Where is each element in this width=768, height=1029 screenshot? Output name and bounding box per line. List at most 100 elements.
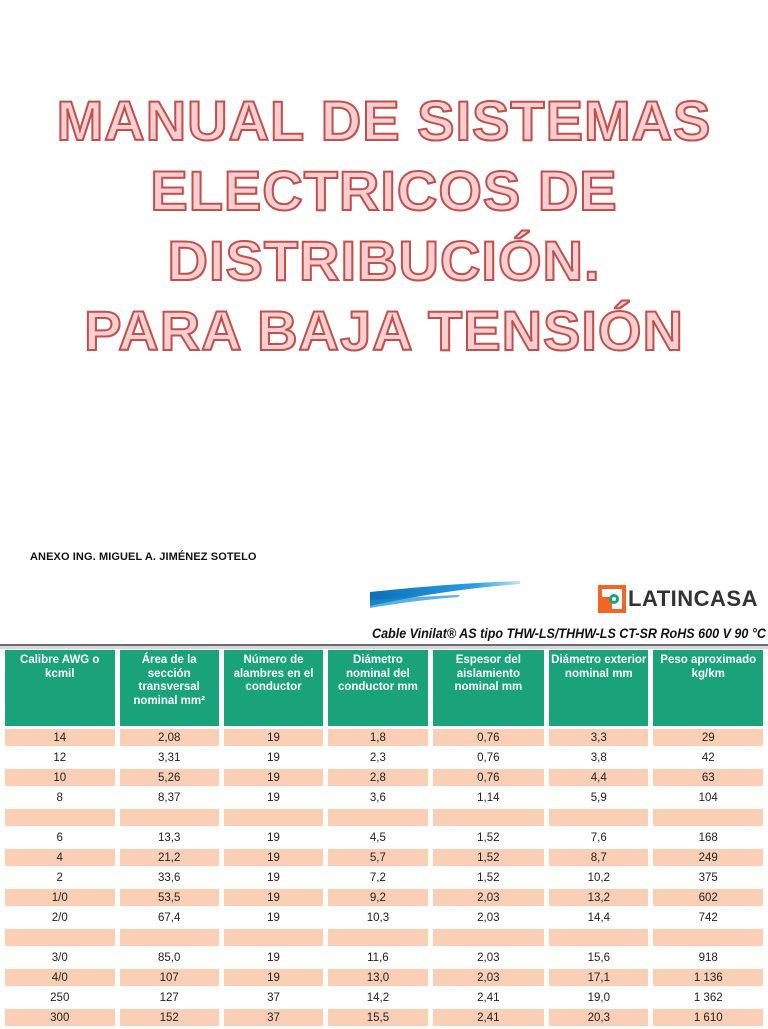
table-cell: 0,76	[433, 729, 545, 746]
header-insulation-thickness: Espesor del aislamiento nominal mm	[433, 650, 545, 726]
table-cell: 17,1	[549, 969, 648, 986]
table-cell: 3,6	[328, 789, 427, 806]
table-cell	[433, 929, 545, 946]
table-cell: 14,2	[328, 989, 427, 1006]
table-cell: 19	[224, 969, 323, 986]
table-cell: 152	[120, 1009, 219, 1026]
table-cell: 19	[224, 749, 323, 766]
table-cell: 3,31	[120, 749, 219, 766]
table-cell: 15,6	[549, 949, 648, 966]
table-cell: 127	[120, 989, 219, 1006]
table-cell: 250	[5, 989, 115, 1006]
table-cell: 67,4	[120, 909, 219, 926]
table-cell: 15,5	[328, 1009, 427, 1026]
table-cell: 249	[653, 849, 763, 866]
annex-author: ANEXO ING. MIGUEL A. JIMÉNEZ SOTELO	[30, 551, 257, 563]
table-cell: 1,52	[433, 869, 545, 886]
table-cell: 12	[5, 749, 115, 766]
table-cell: 1/0	[5, 889, 115, 906]
table-cell: 7,2	[328, 869, 427, 886]
table-cell	[653, 929, 763, 946]
table-row: 10 5,26 19 2,8 0,76 4,4 63	[5, 769, 763, 786]
table-cell	[549, 929, 648, 946]
table-cell: 19	[224, 889, 323, 906]
table-cell: 4/0	[5, 969, 115, 986]
table-cell: 14	[5, 729, 115, 746]
table-cell: 1 136	[653, 969, 763, 986]
table-cell: 29	[653, 729, 763, 746]
table-cell: 33,6	[120, 869, 219, 886]
cable-heading: Cable Vinilat® AS tipo THW-LS/THHW-LS CT…	[372, 626, 766, 641]
brand-swoosh-graphic	[370, 580, 520, 610]
cable-spec-table: Calibre AWG o kcmil Área de la sección t…	[0, 647, 768, 1029]
table-cell: 4	[5, 849, 115, 866]
header-conductor-diameter: Diámetro nominal del conductor mm	[328, 650, 427, 726]
table-cell: 14,4	[549, 909, 648, 926]
table-row: 6 13,3 19 4,5 1,52 7,6 168	[5, 829, 763, 846]
table-cell: 10,3	[328, 909, 427, 926]
table-cell	[5, 929, 115, 946]
table-cell: 375	[653, 869, 763, 886]
table-cell: 19,0	[549, 989, 648, 1006]
header-outer-diameter: Diámetro exterior nominal mm	[549, 650, 648, 726]
table-row: 2 33,6 19 7,2 1,52 10,2 375	[5, 869, 763, 886]
table-cell: 2,03	[433, 889, 545, 906]
table-cell: 742	[653, 909, 763, 926]
table-cell: 5,7	[328, 849, 427, 866]
table-cell: 5,9	[549, 789, 648, 806]
document-title: MANUAL DE SISTEMAS ELECTRICOS DE DISTRIB…	[0, 86, 768, 366]
table-cell: 2,08	[120, 729, 219, 746]
table-cell	[120, 809, 219, 826]
table-cell: 20,3	[549, 1009, 648, 1026]
header-gauge: Calibre AWG o kcmil	[5, 650, 115, 726]
table-cell: 13,0	[328, 969, 427, 986]
table-row	[5, 809, 763, 826]
table-cell: 3/0	[5, 949, 115, 966]
header-area: Área de la sección transversal nominal m…	[120, 650, 219, 726]
table-cell: 3,3	[549, 729, 648, 746]
table-cell: 107	[120, 969, 219, 986]
table-cell: 19	[224, 949, 323, 966]
table-row: 1/0 53,5 19 9,2 2,03 13,2 602	[5, 889, 763, 906]
table-cell: 21,2	[120, 849, 219, 866]
table-cell: 19	[224, 829, 323, 846]
table-cell	[549, 809, 648, 826]
table-cell: 10	[5, 769, 115, 786]
table-cell: 168	[653, 829, 763, 846]
table-cell: 19	[224, 789, 323, 806]
table-cell: 11,6	[328, 949, 427, 966]
title-line-2: ELECTRICOS DE	[0, 156, 768, 226]
table-cell: 1,14	[433, 789, 545, 806]
table-row: 12 3,31 19 2,3 0,76 3,8 42	[5, 749, 763, 766]
table-cell	[653, 809, 763, 826]
table-row: 4/0 107 19 13,0 2,03 17,1 1 136	[5, 969, 763, 986]
table-cell: 37	[224, 989, 323, 1006]
table-row: 4 21,2 19 5,7 1,52 8,7 249	[5, 849, 763, 866]
table-cell: 2/0	[5, 909, 115, 926]
table-cell: 3,8	[549, 749, 648, 766]
table-cell: 2,03	[433, 909, 545, 926]
table-cell: 8,7	[549, 849, 648, 866]
table-header-row: Calibre AWG o kcmil Área de la sección t…	[5, 650, 763, 726]
table-cell: 9,2	[328, 889, 427, 906]
table-row: 250 127 37 14,2 2,41 19,0 1 362	[5, 989, 763, 1006]
table-cell	[433, 809, 545, 826]
header-wire-count: Número de alambres en el conductor	[224, 650, 323, 726]
table-cell: 2,03	[433, 949, 545, 966]
table-row: 8 8,37 19 3,6 1,14 5,9 104	[5, 789, 763, 806]
table-cell: 1,8	[328, 729, 427, 746]
table-cell: 2,41	[433, 989, 545, 1006]
table-cell: 37	[224, 1009, 323, 1026]
table-cell: 13,2	[549, 889, 648, 906]
table-cell: 2,03	[433, 969, 545, 986]
table-cell: 85,0	[120, 949, 219, 966]
table-cell: 19	[224, 909, 323, 926]
table-cell: 104	[653, 789, 763, 806]
table-cell: 19	[224, 729, 323, 746]
table-cell: 19	[224, 769, 323, 786]
table-cell: 2,3	[328, 749, 427, 766]
table-cell: 1,52	[433, 829, 545, 846]
table-cell: 602	[653, 889, 763, 906]
table-row: 2/0 67,4 19 10,3 2,03 14,4 742	[5, 909, 763, 926]
table-cell: 8	[5, 789, 115, 806]
